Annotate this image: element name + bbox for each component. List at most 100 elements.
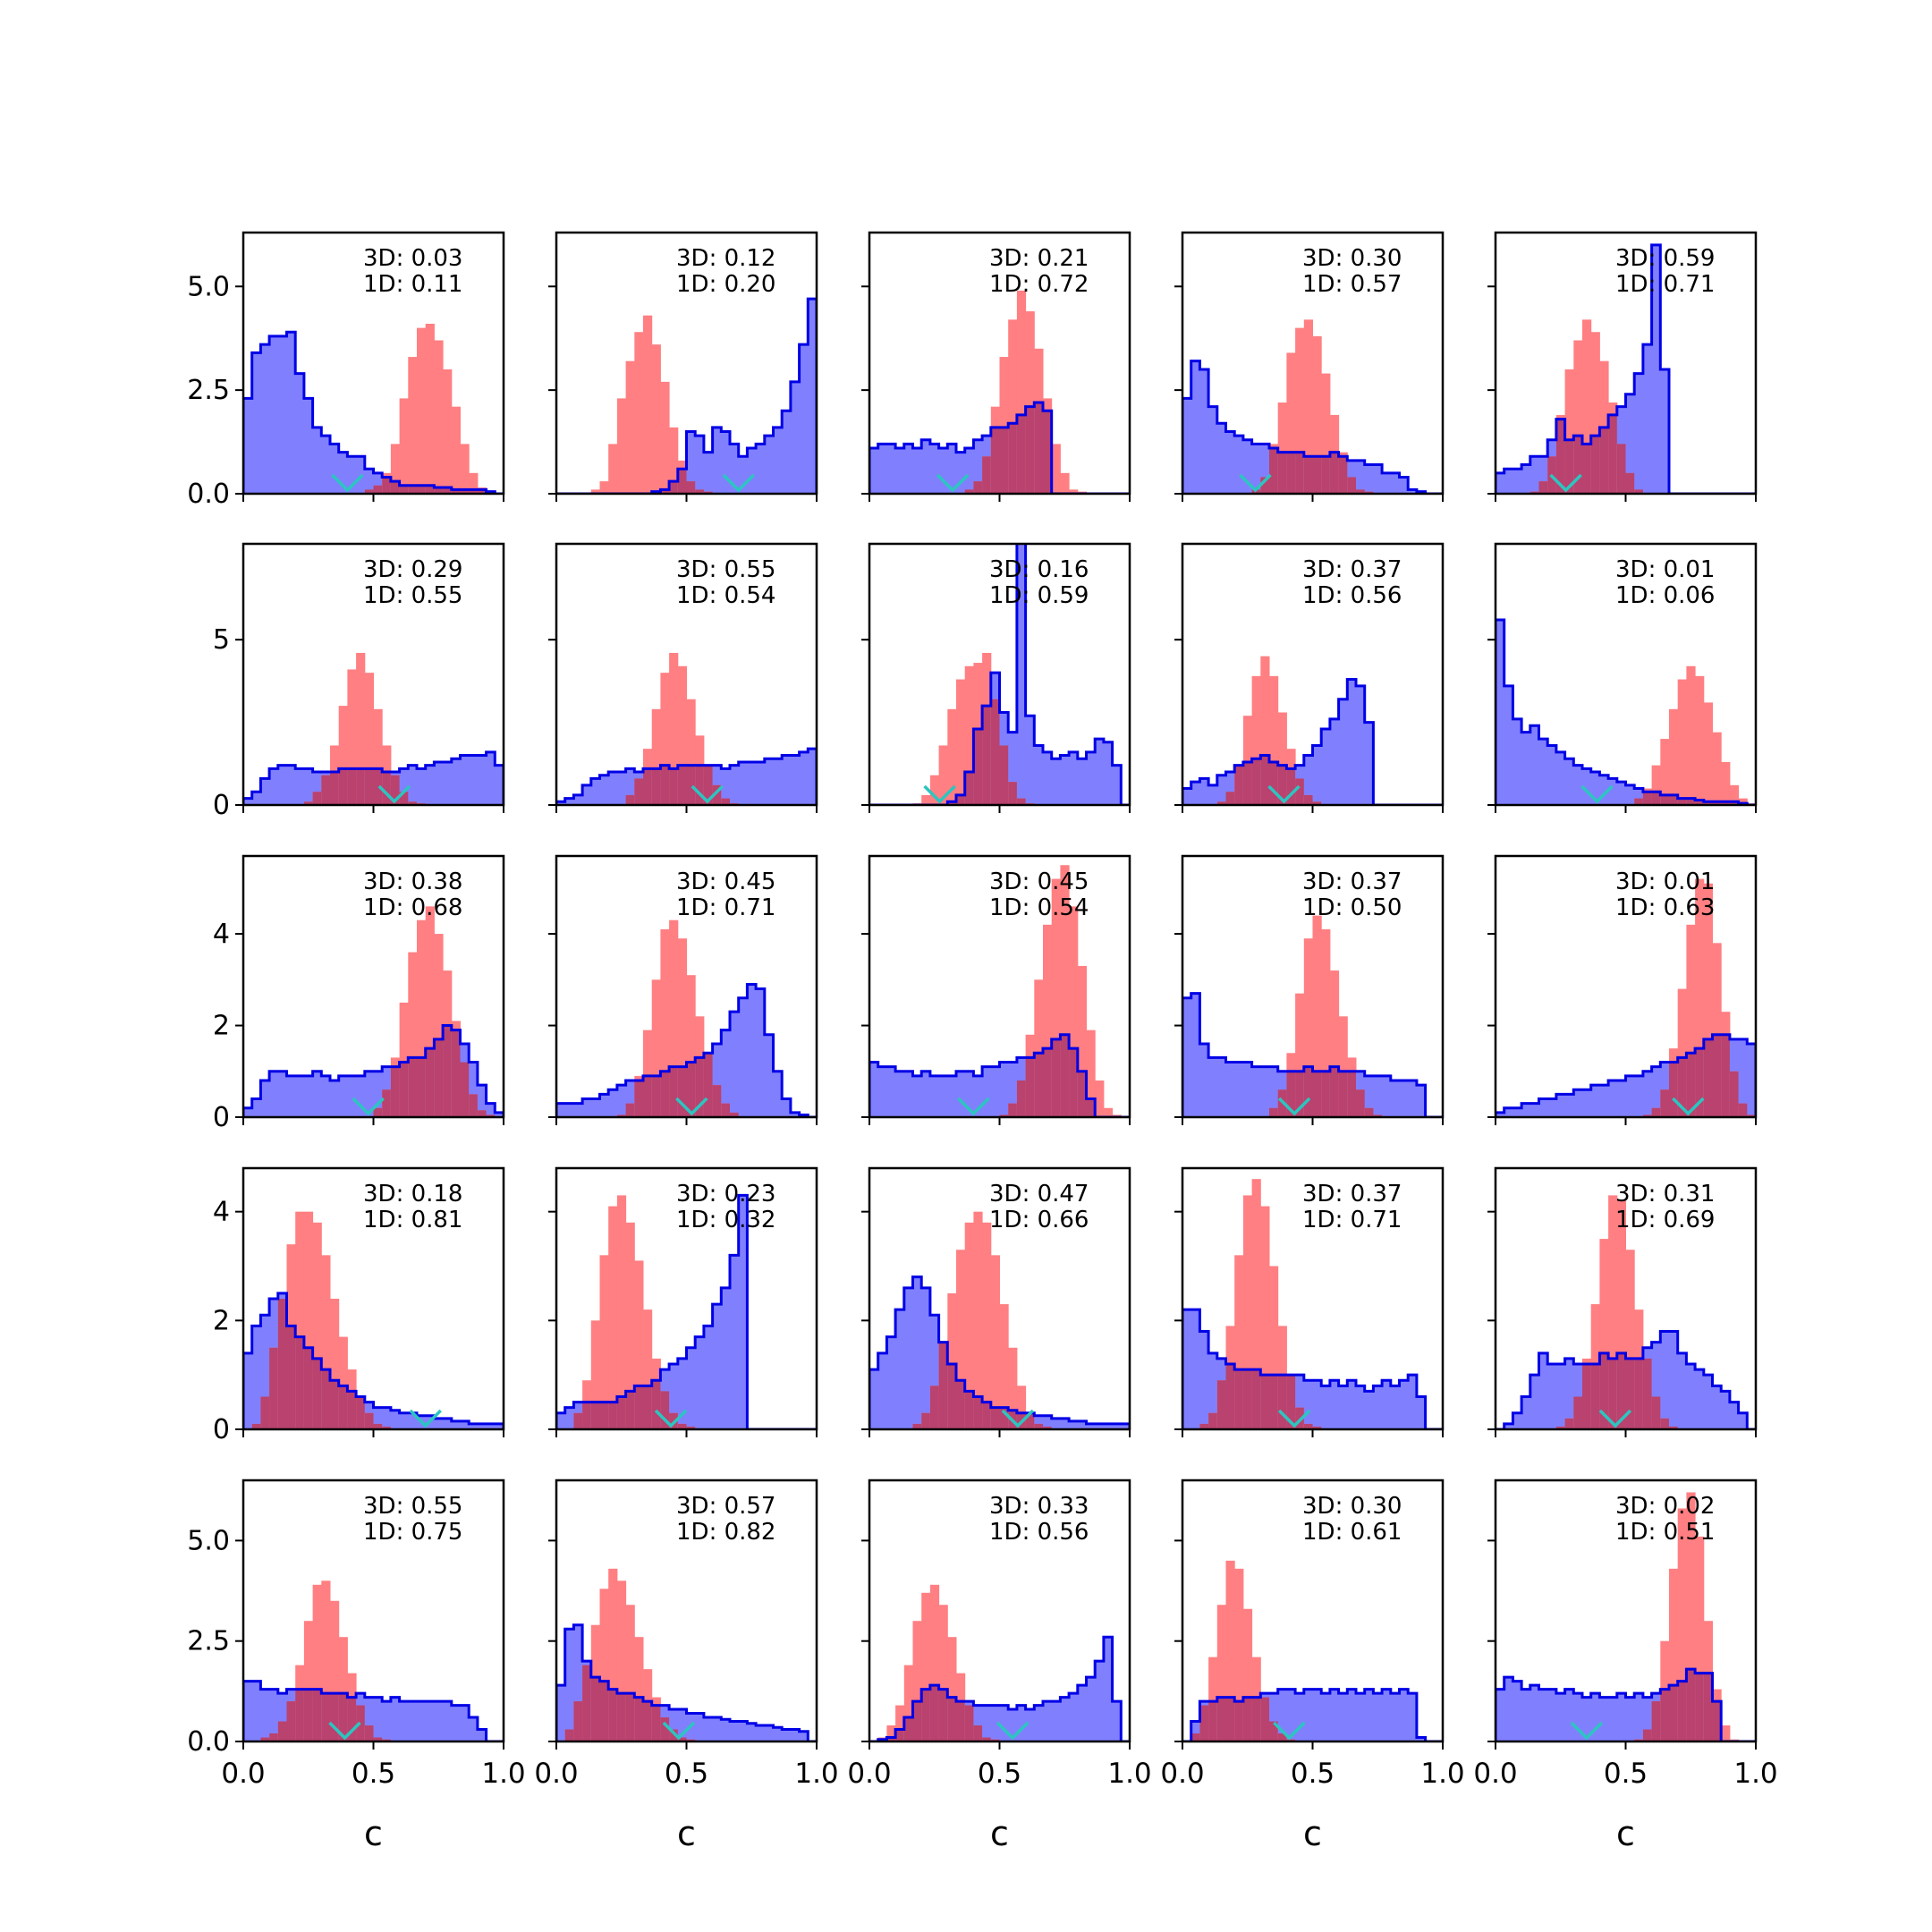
marker-v bbox=[662, 1721, 696, 1741]
blue-bar bbox=[695, 1713, 705, 1741]
overlap-bar bbox=[1712, 1034, 1722, 1117]
red-bar bbox=[964, 665, 974, 805]
blue-bar bbox=[338, 1075, 348, 1117]
red-bar bbox=[677, 665, 687, 805]
overlap-bar bbox=[443, 487, 453, 494]
blue-bar bbox=[1242, 1062, 1253, 1117]
overlap-bar bbox=[895, 1729, 905, 1741]
red-bar bbox=[1008, 319, 1018, 494]
overlap-bar bbox=[703, 1053, 714, 1117]
blue-bar bbox=[1625, 1075, 1635, 1117]
red-bar bbox=[1321, 928, 1331, 1117]
overlap-bar bbox=[1573, 436, 1583, 494]
overlap-bar bbox=[990, 1407, 1000, 1429]
blue-bar bbox=[312, 772, 322, 805]
blue-bar bbox=[1555, 751, 1566, 805]
blue-bar bbox=[1321, 1693, 1331, 1741]
blue-bar bbox=[443, 761, 453, 805]
blue-bar bbox=[295, 768, 305, 805]
red-bar bbox=[1095, 1080, 1105, 1117]
y-tick-label: 2 bbox=[213, 1011, 230, 1042]
stats-label: 3D: 0.47 bbox=[989, 1181, 1089, 1208]
red-bar bbox=[947, 1292, 957, 1429]
red-bar bbox=[1051, 878, 1061, 1117]
blue-bar bbox=[1086, 751, 1096, 805]
blue-bar bbox=[1608, 778, 1618, 805]
blue-histogram-outline bbox=[243, 750, 504, 805]
overlap-bar bbox=[303, 1689, 314, 1741]
stats-label: 3D: 0.37 bbox=[1302, 1181, 1402, 1208]
marker-v bbox=[328, 1721, 361, 1741]
blue-bar bbox=[1504, 1423, 1513, 1429]
blue-bar bbox=[625, 768, 635, 805]
blue-bar bbox=[903, 444, 913, 494]
blue-bar bbox=[895, 1071, 905, 1117]
overlap-bar bbox=[1642, 1114, 1653, 1117]
blue-bar bbox=[1112, 1701, 1122, 1741]
blue-bar bbox=[1642, 1071, 1653, 1117]
overlap-bar bbox=[1747, 1114, 1756, 1117]
overlap-bar bbox=[1034, 1053, 1044, 1117]
blue-bar bbox=[434, 1701, 444, 1741]
blue-bar bbox=[277, 335, 287, 494]
red-bar bbox=[1008, 1347, 1018, 1429]
blue-bar bbox=[1008, 1709, 1018, 1741]
blue-bar bbox=[1251, 1066, 1261, 1117]
overlap-bar bbox=[590, 1677, 600, 1741]
blue-bar bbox=[1077, 1685, 1087, 1741]
overlap-bar bbox=[999, 1114, 1009, 1117]
blue-bar bbox=[1051, 1418, 1061, 1429]
red-bar bbox=[1625, 1250, 1635, 1429]
x-tick-label: 0.0 bbox=[221, 1758, 265, 1790]
blue-bar bbox=[1373, 1385, 1383, 1429]
blue-bar bbox=[1496, 472, 1505, 494]
overlap-bar bbox=[1234, 1701, 1244, 1741]
blue-bar bbox=[782, 1098, 792, 1117]
blue-bar bbox=[1338, 1693, 1348, 1741]
blue-bar bbox=[399, 768, 409, 805]
overlap-bar bbox=[1251, 1697, 1261, 1741]
blue-bar bbox=[1504, 469, 1513, 494]
blue-bar bbox=[451, 1420, 461, 1429]
overlap-bar bbox=[469, 489, 479, 494]
blue-bar bbox=[973, 1705, 983, 1741]
red-bar bbox=[1295, 993, 1305, 1117]
overlap-bar bbox=[973, 481, 983, 494]
red-bar bbox=[338, 1637, 348, 1741]
marker-v bbox=[923, 784, 956, 804]
overlap-bar bbox=[260, 1737, 270, 1741]
blue-bar bbox=[599, 775, 609, 805]
blue-bar bbox=[1547, 745, 1557, 805]
blue-bar bbox=[364, 469, 374, 494]
stats-label: 1D: 0.81 bbox=[363, 1207, 462, 1233]
overlap-bar bbox=[1069, 1048, 1079, 1117]
blue-bar bbox=[1703, 1375, 1713, 1429]
overlap-bar bbox=[408, 801, 418, 805]
blue-bar bbox=[782, 411, 792, 494]
blue-bar bbox=[799, 751, 809, 805]
blue-bar bbox=[1191, 360, 1200, 494]
blue-bar bbox=[799, 1731, 809, 1741]
blue-bar bbox=[1738, 1038, 1748, 1117]
red-bar bbox=[1034, 979, 1044, 1117]
blue-bar bbox=[295, 1075, 305, 1117]
overlap-bar bbox=[912, 1701, 922, 1741]
overlap-bar bbox=[295, 1336, 305, 1429]
blue-bar bbox=[1513, 1412, 1522, 1429]
red-bar bbox=[1677, 988, 1687, 1117]
blue-bar bbox=[1660, 1331, 1670, 1429]
blue-bar bbox=[243, 1681, 253, 1741]
x-axis-label: c bbox=[1303, 1814, 1322, 1853]
blue-bar bbox=[1060, 1418, 1070, 1429]
blue-bar bbox=[1582, 1089, 1592, 1117]
blue-bar bbox=[451, 758, 461, 805]
overlap-bar bbox=[1669, 1426, 1679, 1429]
blue-bar bbox=[869, 1062, 879, 1117]
overlap-bar bbox=[1616, 444, 1626, 494]
blue-bar bbox=[1521, 464, 1531, 494]
overlap-bar bbox=[356, 768, 366, 805]
blue-bar bbox=[921, 1071, 931, 1117]
blue-bar bbox=[1382, 472, 1392, 494]
x-tick-label: 0.5 bbox=[665, 1758, 708, 1790]
overlap-bar bbox=[347, 1697, 357, 1741]
